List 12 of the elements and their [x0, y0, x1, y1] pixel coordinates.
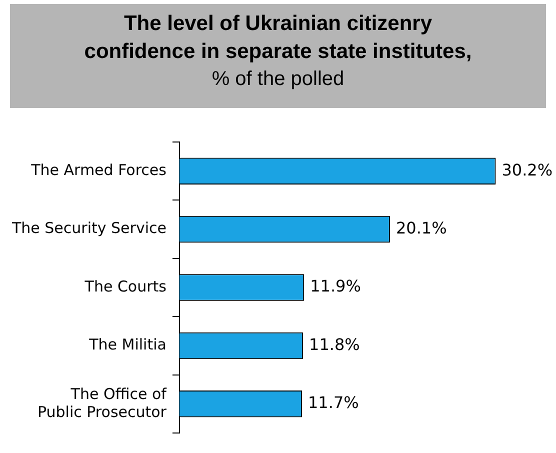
data-label: 30.2%	[502, 160, 553, 180]
data-label: 11.7%	[308, 393, 359, 412]
y-tick-label: The Courts	[84, 277, 167, 296]
y-tick-label: The Armed Forces	[30, 160, 167, 179]
y-tick-label: The Militia	[88, 336, 166, 354]
chart-title: The level of Ukrainian citizenry confidence in separate state institutes,	[83, 11, 473, 65]
data-label: 20.1%	[396, 218, 447, 238]
y-tick-label: The Office of Public Prosecutor	[37, 384, 168, 421]
data-label: 11.8%	[309, 334, 360, 354]
chart-subtitle: % of the polled	[210, 67, 346, 92]
data-label: 11.9%	[310, 276, 361, 296]
y-tick-label: The Security Service	[11, 219, 166, 238]
